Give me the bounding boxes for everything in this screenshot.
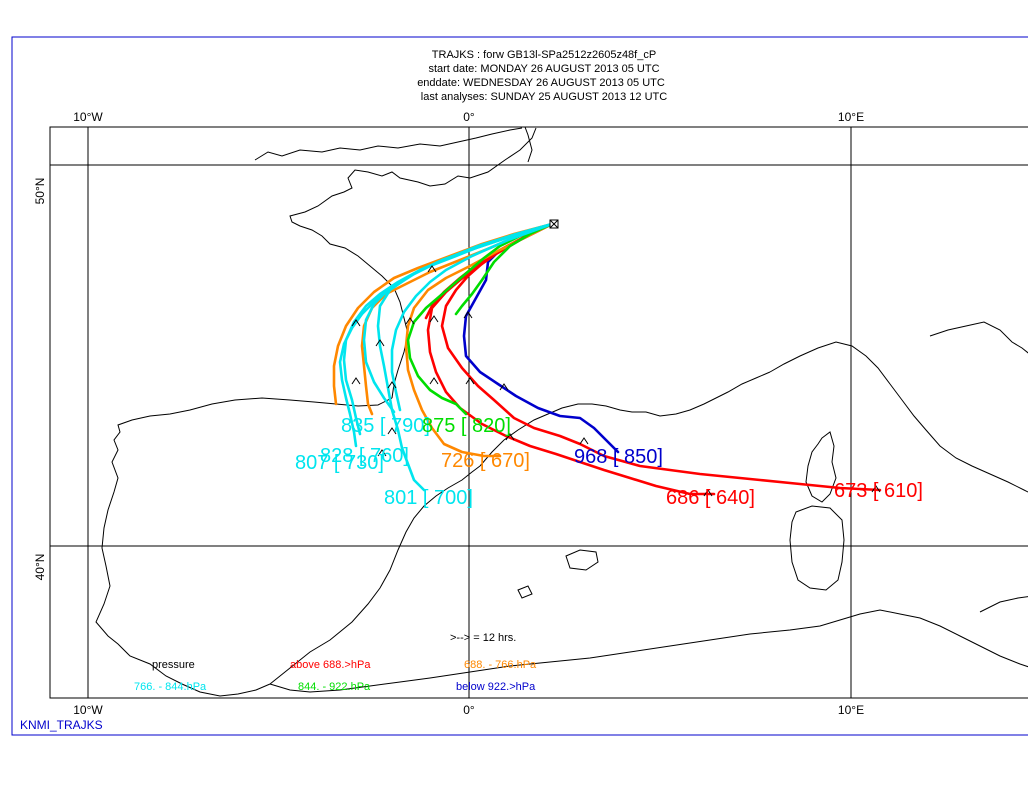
trajectory-red-2 xyxy=(426,222,716,496)
footer-label: KNMI_TRAJKS xyxy=(20,718,103,732)
trajectory-green-1 xyxy=(406,222,554,416)
lon-label-top-0: 0° xyxy=(463,110,475,124)
legend-below: below 922.>hPa xyxy=(456,681,536,693)
header-line-1: TRAJKS : forw GB13l-SPa2512z2605z48f_cP xyxy=(432,49,656,61)
legend-arrow-note: >--> = 12 hrs. xyxy=(450,632,516,644)
trajectory-cyan-5 xyxy=(390,222,554,412)
lat-label-40n: 40°N xyxy=(33,554,47,581)
coastlines xyxy=(95,126,1028,697)
legend-cyan: 766. - 844.hPa xyxy=(134,681,207,693)
trajectory-orange-3 xyxy=(332,222,554,406)
legend-orange: 688. - 766.hPa xyxy=(464,659,537,671)
trajectory-green-2 xyxy=(454,222,554,316)
time-marks xyxy=(351,265,881,497)
header-line-4: last analyses: SUNDAY 25 AUGUST 2013 12 … xyxy=(421,91,667,103)
end-label-726: 726 [ 670] xyxy=(441,450,530,472)
lon-label-top-10e: 10°E xyxy=(838,110,864,124)
lon-label-bottom-10w: 10°W xyxy=(73,703,103,717)
end-label-828: 828 [ 760] xyxy=(320,445,409,467)
header-line-2: start date: MONDAY 26 AUGUST 2013 05 UTC xyxy=(428,63,659,75)
graticule xyxy=(50,127,1028,698)
lon-label-bottom-0: 0° xyxy=(463,703,475,717)
start-marker-icon xyxy=(549,219,559,229)
legend-green: 844. - 922.hPa xyxy=(298,681,371,693)
end-label-807: 807 [ 730] xyxy=(295,452,384,474)
end-label-686: 686 [ 640] xyxy=(666,487,755,509)
lon-label-bottom-10e: 10°E xyxy=(838,703,864,717)
header-line-3: enddate: WEDNESDAY 26 AUGUST 2013 05 UTC xyxy=(417,77,665,89)
lon-label-top-10w: 10°W xyxy=(73,110,103,124)
lat-label-50n: 50°N xyxy=(33,178,47,205)
trajectory-blue xyxy=(462,222,620,454)
legend-title: pressure xyxy=(152,659,195,671)
legend-above: above 688.>hPa xyxy=(290,659,371,671)
end-label-835: 835 [ 790] xyxy=(341,415,430,437)
end-label-875: 875 [ 820] xyxy=(422,415,511,437)
end-label-968: 968 [ 850] xyxy=(574,446,663,468)
outer-frame xyxy=(11,36,1028,736)
end-label-673: 673 [ 610] xyxy=(834,480,923,502)
map-frame xyxy=(49,126,1028,699)
end-label-801: 801 [ 700] xyxy=(384,487,473,509)
